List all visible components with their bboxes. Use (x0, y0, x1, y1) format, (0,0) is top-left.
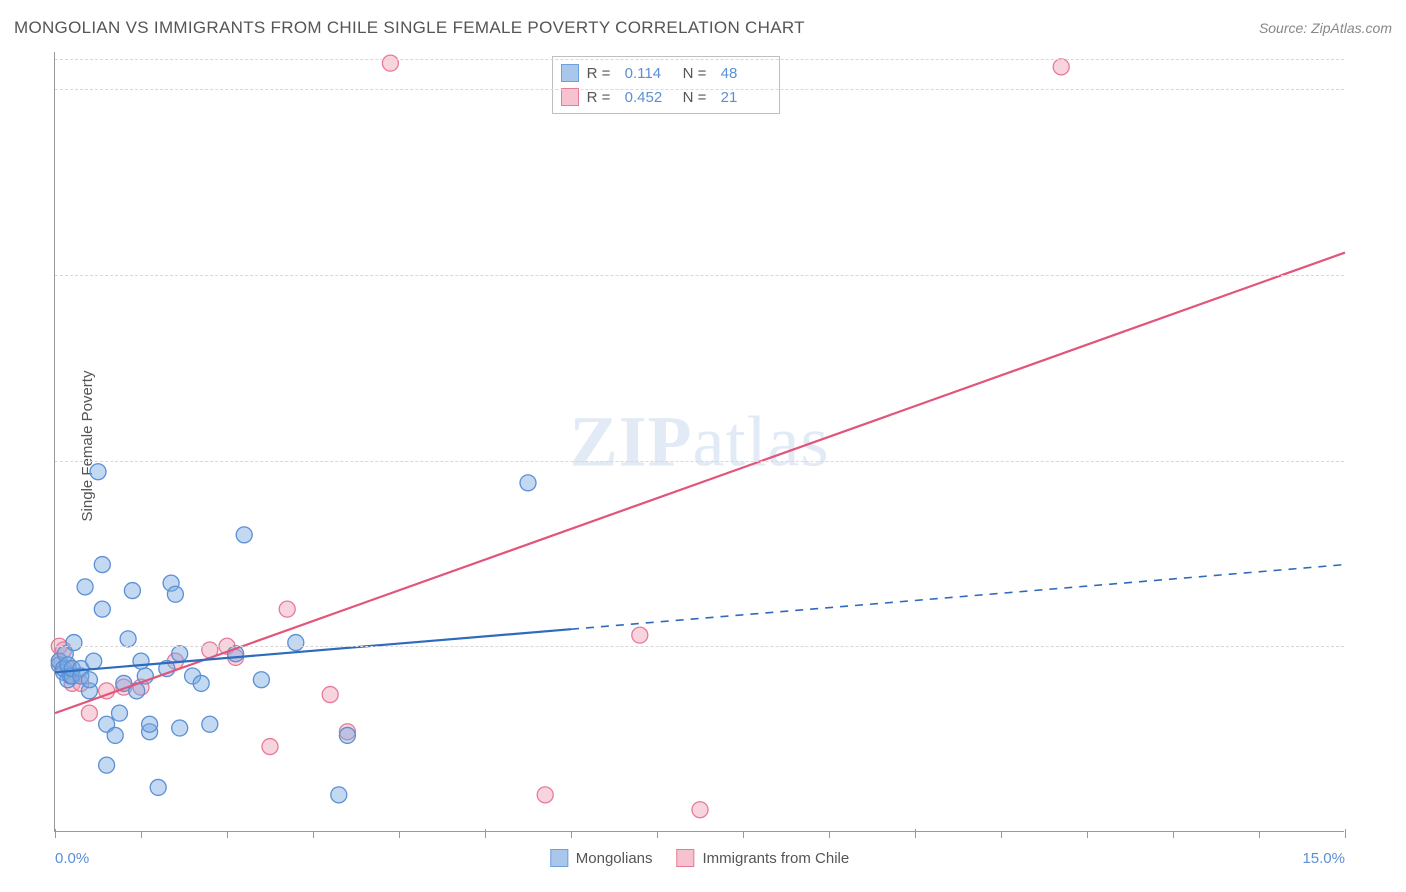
scatter-point-pink (81, 705, 97, 721)
scatter-point-blue (202, 716, 218, 732)
legend-series-label: Immigrants from Chile (703, 850, 850, 867)
x-tick-minor (141, 831, 142, 838)
x-tick-minor (313, 831, 314, 838)
gridline-h (55, 275, 1344, 276)
x-tick-minor (571, 831, 572, 838)
scatter-point-blue (94, 557, 110, 573)
scatter-point-pink (632, 627, 648, 643)
scatter-point-pink (692, 802, 708, 818)
legend-swatch (677, 849, 695, 867)
legend-r-label: R = (587, 65, 617, 82)
scatter-point-pink (279, 601, 295, 617)
scatter-point-blue (236, 527, 252, 543)
x-tick-minor (657, 831, 658, 838)
gridline-h (55, 59, 1344, 60)
scatter-point-blue (150, 779, 166, 795)
scatter-point-blue (331, 787, 347, 803)
legend-r-value: 0.452 (625, 89, 675, 106)
legend-series-item: Immigrants from Chile (677, 849, 850, 867)
scatter-point-blue (133, 653, 149, 669)
legend-n-label: N = (683, 89, 713, 106)
x-tick-major (1345, 829, 1346, 838)
scatter-point-blue (167, 586, 183, 602)
scatter-point-blue (124, 583, 140, 599)
scatter-point-blue (81, 672, 97, 688)
x-tick-minor (829, 831, 830, 838)
x-tick-label: 15.0% (1302, 850, 1345, 867)
legend-series-label: Mongolians (576, 850, 653, 867)
trendline-blue-dashed (571, 565, 1345, 630)
legend-correlation-box: R = 0.114 N = 48 R = 0.452 N = 21 (552, 56, 780, 114)
legend-series-item: Mongolians (550, 849, 653, 867)
source-attribution: Source: ZipAtlas.com (1259, 20, 1392, 36)
legend-r-value: 0.114 (625, 65, 675, 82)
scatter-point-blue (77, 579, 93, 595)
x-tick-minor (743, 831, 744, 838)
title-bar: MONGOLIAN VS IMMIGRANTS FROM CHILE SINGL… (14, 18, 1392, 38)
scatter-point-pink (262, 739, 278, 755)
legend-r-label: R = (587, 89, 617, 106)
legend-swatch (561, 88, 579, 106)
scatter-point-blue (66, 635, 82, 651)
trendline-pink (55, 253, 1345, 714)
x-tick-minor (1173, 831, 1174, 838)
scatter-point-blue (193, 675, 209, 691)
scatter-point-blue (172, 646, 188, 662)
scatter-point-blue (520, 475, 536, 491)
x-tick-minor (227, 831, 228, 838)
scatter-point-blue (253, 672, 269, 688)
legend-stat-row: R = 0.114 N = 48 (561, 61, 771, 85)
scatter-point-blue (339, 727, 355, 743)
legend-swatch (561, 64, 579, 82)
scatter-point-blue (94, 601, 110, 617)
scatter-point-blue (107, 727, 123, 743)
x-tick-label: 0.0% (55, 850, 89, 867)
chart-title: MONGOLIAN VS IMMIGRANTS FROM CHILE SINGL… (14, 18, 805, 38)
scatter-point-blue (90, 464, 106, 480)
scatter-point-blue (142, 716, 158, 732)
x-tick-minor (399, 831, 400, 838)
x-tick-minor (1259, 831, 1260, 838)
legend-swatch (550, 849, 568, 867)
scatter-point-blue (86, 653, 102, 669)
x-tick-major (915, 829, 916, 838)
legend-n-value: 21 (721, 89, 771, 106)
gridline-h (55, 461, 1344, 462)
chart-svg (55, 52, 1344, 831)
scatter-point-blue (112, 705, 128, 721)
scatter-point-pink (382, 55, 398, 71)
gridline-h (55, 89, 1344, 90)
scatter-point-blue (172, 720, 188, 736)
scatter-point-blue (99, 757, 115, 773)
legend-series: Mongolians Immigrants from Chile (550, 849, 849, 867)
plot-area: ZIPatlas R =0.114N =48R =0.452N =21 Mong… (54, 52, 1344, 832)
scatter-point-pink (537, 787, 553, 803)
legend-n-value: 48 (721, 65, 771, 82)
x-tick-minor (1001, 831, 1002, 838)
legend-n-label: N = (683, 65, 713, 82)
x-tick-major (55, 829, 56, 838)
scatter-point-blue (288, 635, 304, 651)
x-tick-minor (1087, 831, 1088, 838)
scatter-point-blue (120, 631, 136, 647)
x-tick-major (485, 829, 486, 838)
scatter-point-pink (1053, 59, 1069, 75)
gridline-h (55, 646, 1344, 647)
scatter-point-pink (322, 687, 338, 703)
